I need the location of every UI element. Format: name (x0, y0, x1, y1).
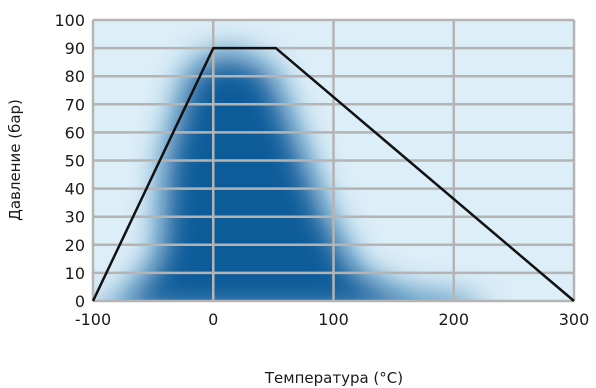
x-axis-title: Температура (°C) (264, 369, 403, 387)
y-tick-label: 50 (65, 152, 85, 171)
y-tick-label: 100 (54, 11, 85, 30)
gradient-fill-area (123, 53, 466, 301)
y-tick-label: 70 (65, 95, 85, 114)
x-tick-labels: -100 0 100 200 300 (75, 310, 589, 329)
x-tick-label: 200 (438, 310, 469, 329)
y-axis-title: Давление (бар) (6, 99, 24, 221)
gradient-fill-shape (123, 53, 466, 301)
series-line (91, 46, 575, 302)
x-tick-label: 0 (208, 310, 218, 329)
y-tick-label: 10 (65, 264, 85, 283)
y-tick-label: 30 (65, 208, 85, 227)
y-tick-labels: 0 10 20 30 40 50 60 70 80 90 100 (54, 11, 85, 311)
y-tick-label: 80 (65, 67, 85, 86)
y-tick-label: 60 (65, 123, 85, 142)
x-tick-label: 100 (318, 310, 349, 329)
y-tick-label: 20 (65, 236, 85, 255)
y-tick-label: 40 (65, 180, 85, 199)
x-tick-label: -100 (75, 310, 111, 329)
y-tick-label: 90 (65, 39, 85, 58)
y-tick-label: 0 (75, 292, 85, 311)
x-tick-label: 300 (559, 310, 590, 329)
